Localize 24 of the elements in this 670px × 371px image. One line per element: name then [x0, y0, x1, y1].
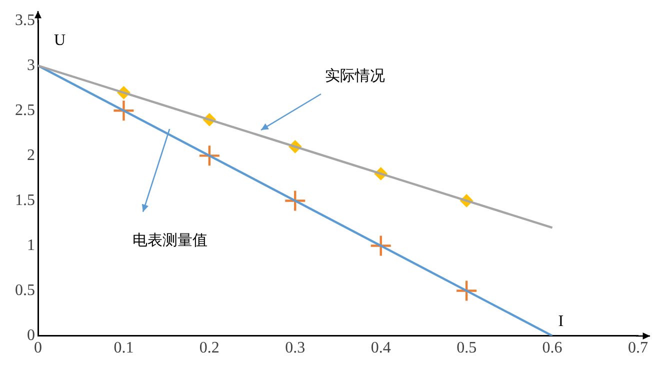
- point: [370, 234, 392, 257]
- point: [198, 144, 221, 167]
- x-tick-label: 0.3: [285, 340, 306, 357]
- annotation: 电表测量值: [132, 231, 208, 250]
- y-tick-label: 1.5: [15, 192, 35, 209]
- y-tick-label: 0: [27, 327, 35, 344]
- x-tick-label: 0.5: [456, 340, 477, 357]
- x-tick-label: 0.2: [199, 340, 220, 357]
- y-tick-label: 1: [27, 236, 35, 254]
- point: [455, 280, 478, 302]
- x-axis-title: I: [558, 313, 564, 330]
- y-tick-label: 2: [27, 146, 35, 164]
- y-tick-label: 3: [27, 56, 35, 74]
- x-tick-label: 0.1: [114, 340, 134, 357]
- y-axis-title: U: [54, 32, 66, 49]
- y-tick-label: 0.5: [15, 282, 35, 299]
- x-tick-label: 0.6: [542, 340, 562, 357]
- x-tick-label: 0.7: [628, 340, 648, 357]
- point: [112, 100, 135, 122]
- x-tick-label: 0.4: [370, 340, 391, 357]
- annotation: 实际情况: [325, 66, 386, 84]
- point: [284, 190, 306, 212]
- y-tick-label: 3.5: [15, 12, 35, 29]
- y-tick-label: 2.5: [15, 102, 35, 119]
